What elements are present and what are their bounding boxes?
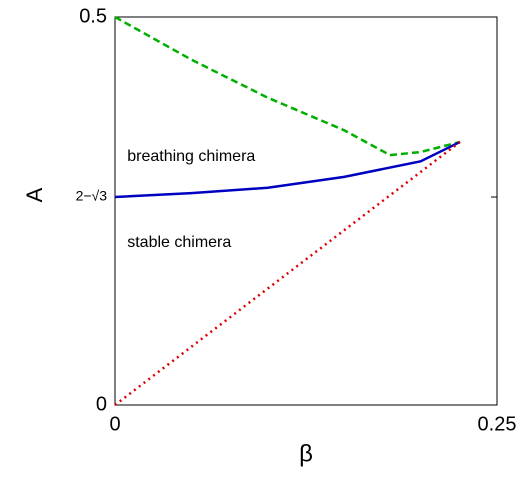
y-axis-label: A [22,187,47,202]
plot-frame [114,16,498,406]
y-tick-label: 0 [96,393,107,415]
x-axis-label: β [299,440,313,467]
line-series [114,15,461,157]
x-tick-label: 0.25 [478,413,517,435]
line-series [114,140,461,199]
x-tick-label: 0 [109,413,120,435]
y-tick-label: 2−√3 [76,188,108,204]
annotation: breathing chimera [127,148,255,165]
annotation: stable chimera [127,234,231,251]
y-tick-label: 0.5 [79,5,107,27]
line-series [114,140,461,406]
